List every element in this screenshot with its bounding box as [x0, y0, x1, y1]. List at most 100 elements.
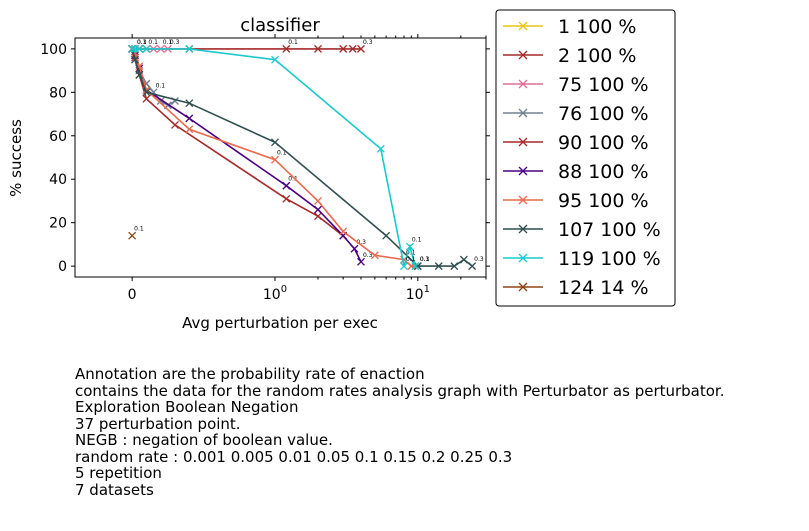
point-annotation: 0.1: [420, 256, 430, 263]
x-tick-label: 0: [128, 287, 137, 303]
series-9: 0.1 0.1: [128, 44, 422, 271]
data-point-marker: [314, 205, 322, 214]
data-point-marker: [128, 231, 137, 240]
y-tick-label: 20: [49, 216, 67, 232]
point-annotation: 0.1: [156, 82, 166, 89]
legend-marker: [518, 253, 528, 263]
caption-line: random rate : 0.001 0.005 0.01 0.05 0.1 …: [75, 447, 513, 466]
point-annotation: 0.3: [137, 39, 147, 46]
y-tick-label: 60: [49, 129, 67, 145]
data-point-marker: [357, 44, 365, 53]
data-point-marker: [413, 262, 422, 271]
series-8: 0.1 0.3: [128, 44, 484, 271]
point-annotation: 0.3: [356, 239, 366, 246]
axes-frame: [74, 37, 487, 278]
legend-entry: 75 100 %: [503, 74, 649, 96]
point-annotation: 0.1: [412, 237, 422, 244]
data-point-marker: [370, 251, 379, 260]
data-point-marker: [411, 262, 420, 271]
data-point-marker: [282, 181, 291, 190]
data-point-marker: [314, 212, 322, 221]
point-annotation: 0.1: [277, 150, 287, 157]
data-point-marker: [142, 44, 151, 53]
data-point-marker: [135, 44, 144, 53]
point-annotation: 0.1: [288, 39, 298, 46]
data-point-marker: [382, 231, 391, 240]
point-annotation: 0.3: [363, 39, 373, 46]
legend-entry: 88 100 %: [503, 161, 649, 183]
legend-marker: [518, 108, 528, 118]
data-point-marker: [185, 125, 194, 134]
point-annotation: 0.1: [148, 39, 158, 46]
data-point-marker: [434, 262, 443, 271]
data-point-marker: [271, 55, 279, 64]
data-point-marker: [135, 70, 144, 79]
data-point-marker: [339, 44, 348, 53]
legend-label: 2 100 %: [558, 45, 637, 67]
point-annotation: 0.1: [163, 39, 173, 46]
legend-label: 107 100 %: [558, 219, 661, 241]
caption-line: Annotation are the probability rate of e…: [75, 365, 425, 383]
caption-text: Annotation are the probability rate of e…: [75, 366, 725, 498]
data-point-marker: [376, 144, 385, 153]
data-point-marker: [348, 44, 357, 53]
data-point-marker: [314, 196, 322, 205]
legend-label: 1 100 %: [558, 16, 637, 38]
series-6: 0.1 0.3 0.3: [128, 44, 373, 266]
data-point-marker: [271, 155, 279, 164]
x-tick-label: 100: [263, 284, 287, 303]
data-point-marker: [468, 262, 477, 271]
legend-marker: [518, 166, 528, 176]
y-tick-label: 0: [58, 259, 67, 275]
data-point-marker: [185, 99, 194, 108]
point-annotation: 0.3: [420, 256, 430, 263]
data-point-marker: [282, 44, 291, 53]
series-5: [128, 44, 348, 240]
data-point-marker: [459, 255, 468, 264]
legend-label: 75 100 %: [558, 74, 649, 96]
data-point-marker: [142, 88, 151, 97]
legend-label: 119 100 %: [558, 248, 661, 270]
x-tick-label: 101: [406, 284, 430, 303]
series-line: [131, 48, 344, 237]
legend-label: 90 100 %: [558, 132, 649, 154]
y-tick-label: 80: [49, 85, 67, 101]
caption-line: 5 repetition: [75, 464, 162, 482]
series-7: 0.10.10.3: [128, 44, 430, 271]
data-point-marker: [185, 44, 194, 53]
data-point-marker: [271, 138, 279, 147]
y-axis-label: % success: [7, 119, 25, 197]
point-annotation: 0.1: [288, 176, 298, 183]
data-point-marker: [171, 120, 179, 129]
legend-entry: 1 100 %: [503, 16, 637, 38]
legend-entry: 107 100 %: [503, 219, 661, 241]
legend-marker: [518, 195, 528, 205]
point-annotation: 0.3: [363, 252, 373, 259]
legend-marker: [518, 282, 528, 292]
legend-label: 124 14 %: [558, 277, 649, 299]
series-10: 0.1: [128, 226, 144, 240]
caption-line: 7 datasets: [75, 480, 154, 499]
legend-marker: [518, 137, 528, 147]
legend-label: 76 100 %: [558, 103, 649, 125]
point-annotation: 0.1: [406, 250, 416, 257]
point-annotation: 0.3: [474, 256, 484, 263]
series-line: [131, 48, 362, 263]
data-point-marker: [350, 244, 359, 253]
caption-line: contains the data for the random rates a…: [75, 381, 725, 400]
legend-marker: [518, 21, 528, 31]
data-point-marker: [314, 44, 322, 53]
series-line: [131, 48, 418, 267]
legend-label: 95 100 %: [558, 190, 649, 212]
point-annotation: 0.1: [134, 226, 144, 233]
caption-line: 37 perturbation point.: [75, 414, 241, 433]
y-tick-label: 40: [49, 172, 67, 188]
legend-entry: 90 100 %: [503, 132, 649, 154]
legend-marker: [518, 50, 528, 60]
chart-title: classifier: [240, 15, 320, 36]
data-point-marker: [131, 55, 139, 64]
point-annotation: 0.3: [170, 39, 180, 46]
data-point-marker: [142, 94, 151, 103]
